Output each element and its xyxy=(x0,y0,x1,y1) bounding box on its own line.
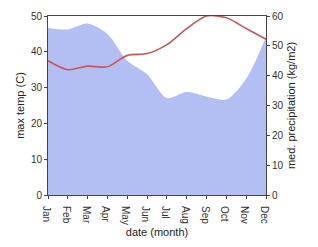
svg-text:30: 30 xyxy=(31,82,43,93)
svg-text:Sep: Sep xyxy=(200,206,211,224)
svg-text:med. precipitation (kg/m2): med. precipitation (kg/m2) xyxy=(285,42,297,169)
svg-text:30: 30 xyxy=(272,100,284,111)
svg-text:Jan: Jan xyxy=(41,206,52,222)
svg-text:10: 10 xyxy=(272,160,284,171)
svg-text:Aug: Aug xyxy=(180,206,191,224)
svg-text:Apr: Apr xyxy=(100,206,111,222)
svg-text:Mar: Mar xyxy=(81,206,92,224)
svg-text:max temp (C): max temp (C) xyxy=(14,72,26,139)
svg-text:Jun: Jun xyxy=(140,206,151,222)
svg-text:20: 20 xyxy=(31,118,43,129)
svg-text:0: 0 xyxy=(272,190,278,201)
svg-text:20: 20 xyxy=(272,130,284,141)
svg-text:Nov: Nov xyxy=(239,206,250,224)
svg-text:0: 0 xyxy=(36,190,42,201)
svg-text:50: 50 xyxy=(31,11,43,22)
svg-text:Jul: Jul xyxy=(160,206,171,219)
svg-text:40: 40 xyxy=(272,70,284,81)
svg-text:Oct: Oct xyxy=(219,206,230,222)
svg-text:date (month): date (month) xyxy=(126,226,188,238)
svg-text:60: 60 xyxy=(272,11,284,22)
svg-text:Feb: Feb xyxy=(61,206,72,224)
svg-text:50: 50 xyxy=(272,40,284,51)
svg-text:May: May xyxy=(120,206,131,225)
svg-text:40: 40 xyxy=(31,46,43,57)
svg-text:10: 10 xyxy=(31,154,43,165)
svg-text:Dec: Dec xyxy=(259,206,270,224)
